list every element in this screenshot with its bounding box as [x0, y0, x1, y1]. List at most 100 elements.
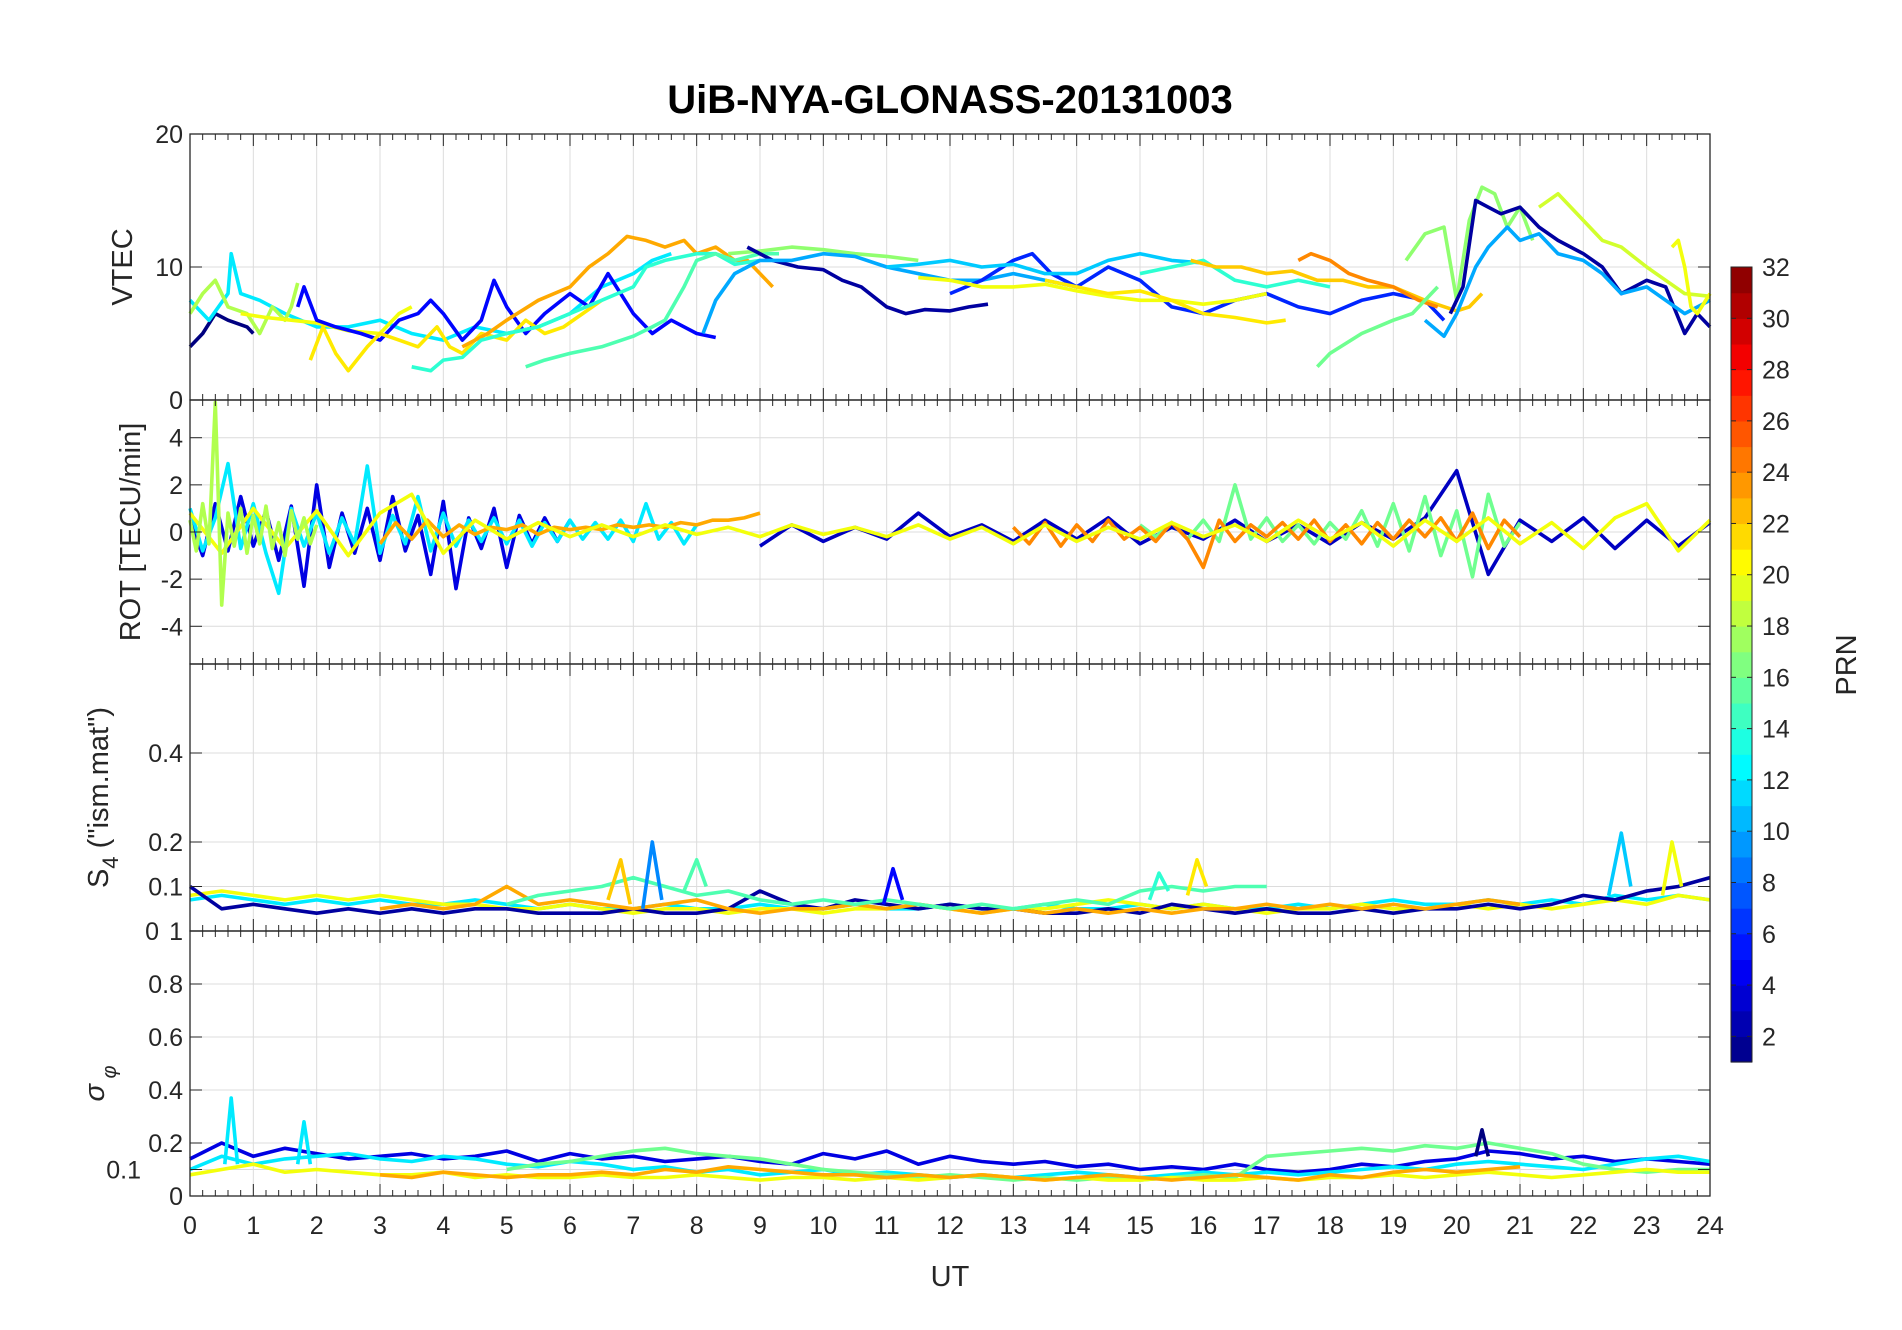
- y-tick-label: 0: [145, 918, 159, 946]
- x-tick-label: 9: [753, 1212, 767, 1240]
- series-line-prn-20: [1660, 840, 1684, 896]
- y-tick-label: 0: [169, 519, 183, 547]
- series-line-prn-11: [886, 251, 1204, 276]
- x-axis-label: UT: [931, 1261, 970, 1293]
- colorbar-cell: [1731, 472, 1752, 499]
- series-line-prn-15: [525, 251, 779, 369]
- x-tick-label: 15: [1126, 1212, 1154, 1240]
- colorbar-tick-label: 10: [1762, 818, 1790, 846]
- series-line-prn-2: [746, 245, 989, 316]
- y-tick-label: 20: [155, 121, 183, 149]
- series-line-prn-10: [1423, 225, 1711, 339]
- y-axis-label: σ φ: [79, 1065, 121, 1101]
- colorbar-tick-label: 20: [1762, 562, 1790, 590]
- chart-title: UiB-NYA-GLONASS-20131003: [667, 78, 1232, 122]
- series-line-prn-20: [1670, 238, 1712, 316]
- series-line-prn-15: [506, 875, 1267, 911]
- y-tick-label: 0: [169, 1183, 183, 1211]
- y-tick-label: 0: [169, 387, 183, 415]
- colorbar-cell: [1731, 677, 1752, 704]
- series-line-prn-20: [188, 492, 1712, 558]
- colorbar-tick-label: 26: [1762, 408, 1790, 436]
- colorbar-tick-label: 6: [1762, 921, 1776, 949]
- series-line-prn-21: [308, 298, 603, 373]
- colorbar-tick-label: 12: [1762, 767, 1790, 795]
- colorbar-cell: [1731, 831, 1752, 858]
- x-tick-label: 17: [1253, 1212, 1281, 1240]
- x-tick-label: 12: [936, 1212, 964, 1240]
- y-tick-label: 0.8: [148, 971, 183, 999]
- colorbar-label: PRN: [1831, 634, 1863, 695]
- colorbar-tick-label: 2: [1762, 1023, 1776, 1051]
- colorbar-cell: [1731, 626, 1752, 653]
- series-line-prn-12: [188, 461, 699, 596]
- x-tick-label: 1: [246, 1212, 260, 1240]
- y-axis-label: ROT [TECU/min]: [115, 423, 147, 642]
- series-line-prn-1: [1473, 1128, 1491, 1157]
- colorbar-tick-label: 16: [1762, 664, 1790, 692]
- series-line-prn-22: [1190, 258, 1484, 313]
- series-line-prn-1: [188, 311, 255, 349]
- series-line-prn-24: [1297, 251, 1439, 309]
- series-line-prn-19: [1537, 192, 1711, 299]
- y-tick-label: 0.4: [148, 740, 183, 768]
- colorbar-cell: [1731, 856, 1752, 884]
- y-tick-label: 0.2: [148, 1130, 183, 1158]
- series-line-prn-23: [378, 511, 761, 545]
- colorbar-cell: [1731, 702, 1752, 730]
- colorbar-cell: [1731, 779, 1752, 807]
- panel-rot: -4 -2 0 2 4 ROT [TECU/min]: [115, 399, 1712, 665]
- y-axis-label-subscript: 4: [98, 856, 123, 868]
- series-line-prn-20: [918, 275, 1268, 307]
- y-tick-label: 10: [155, 254, 183, 282]
- colorbar-cell: [1731, 420, 1752, 448]
- colorbar-cell: [1731, 292, 1752, 319]
- y-tick-label: 1: [169, 918, 183, 946]
- series-line-prn-15: [682, 857, 708, 892]
- colorbar-cell: [1731, 318, 1752, 345]
- panel-sigma_phi: 0 0.10.2 0.4 0.6 0.8 1 σ φ: [79, 918, 1711, 1211]
- series-line-prn-12: [223, 1096, 240, 1165]
- x-tick-label: 11: [874, 1212, 900, 1240]
- series-line-prn-18: [188, 400, 319, 607]
- colorbar-cell: [1731, 1010, 1752, 1037]
- y-tick-label: 0.4: [148, 1077, 183, 1105]
- series-line-prn-14: [1139, 258, 1331, 289]
- series-line-prn-5: [881, 866, 905, 905]
- colorbar-tick-label: 18: [1762, 613, 1790, 641]
- colorbar-cell: [1731, 497, 1752, 525]
- colorbar-tick-label: 22: [1762, 510, 1790, 538]
- colorbar-cell: [1731, 523, 1752, 550]
- series-line-prn-10: [701, 251, 1078, 335]
- x-tick-label: 10: [809, 1212, 837, 1240]
- series-line-prn-9: [641, 840, 664, 910]
- series-line-prn-14: [1147, 871, 1171, 901]
- y-tick-label: 4: [169, 425, 183, 453]
- colorbar-cell: [1731, 728, 1752, 755]
- colorbar-tick-label: 32: [1762, 254, 1790, 282]
- colorbar-tick-label: 28: [1762, 357, 1790, 385]
- x-tick-label: 5: [500, 1212, 514, 1240]
- series-line-prn-18: [188, 278, 300, 336]
- series-line-prn-4: [188, 483, 572, 591]
- colorbar-cell: [1731, 446, 1752, 473]
- series-line-prn-16: [1138, 483, 1522, 579]
- y-axis-label-rest: ("ism.mat"): [83, 707, 115, 856]
- colorbar-cell: [1731, 267, 1752, 294]
- colorbar-cell: [1731, 754, 1752, 781]
- series-line-prn-24: [1012, 511, 1522, 570]
- colorbar-cell: [1731, 985, 1752, 1012]
- series-line-prn-16: [1315, 285, 1440, 369]
- x-tick-label: 2: [310, 1212, 324, 1240]
- series-line-prn-17: [728, 245, 919, 263]
- x-tick-label: 23: [1633, 1212, 1661, 1240]
- colorbar-cell: [1731, 1036, 1752, 1063]
- series-line-prn-4: [189, 1141, 1711, 1174]
- colorbar-cell: [1731, 805, 1752, 832]
- colorbar-tick-label: 24: [1762, 459, 1790, 487]
- colorbar-cell: [1731, 395, 1752, 422]
- series-line-prn-5: [295, 271, 717, 342]
- y-axis-label: VTEC: [107, 228, 139, 305]
- x-tick-label: 21: [1506, 1212, 1534, 1240]
